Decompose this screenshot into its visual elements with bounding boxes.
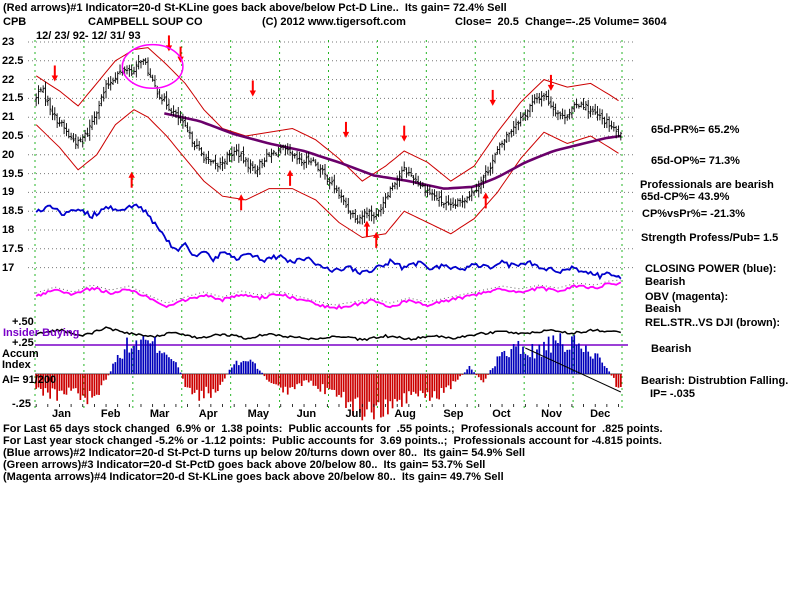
price-axis-label: 23 xyxy=(2,36,15,48)
quote-summary: Close= 20.5 Change=-.25 Volume= 3604 xyxy=(455,16,667,28)
insider-buying-label: Insider Buying xyxy=(3,327,80,339)
stat-strength: Strength Profess/Pub= 1.5 xyxy=(641,232,779,244)
month-axis-label: Jan xyxy=(52,408,71,420)
indicator-3-summary: (Green arrows)#3 Indicator=20-d St-PctD … xyxy=(3,459,486,471)
obv-state: Beaish xyxy=(645,303,682,315)
month-axis-label: May xyxy=(247,408,270,420)
closing-power-state: Bearish xyxy=(645,276,686,288)
date-range: 12/ 23/ 92- 12/ 31/ 93 xyxy=(36,30,141,42)
month-axis-label: Aug xyxy=(394,408,416,420)
indicator-2-summary: (Blue arrows)#2 Indicator=20-d St-Pct-D … xyxy=(3,447,526,459)
stat-65d-op: 65d-OP%= 71.3% xyxy=(651,155,740,167)
ai-value-label: AI= 91/200 xyxy=(2,374,57,386)
price-axis-label: 19 xyxy=(2,186,15,199)
stat-65d-pr: 65d-PR%= 65.2% xyxy=(651,124,740,136)
month-axis-label: Jun xyxy=(296,408,317,420)
price-axis-label: 18.5 xyxy=(2,205,24,218)
price-axis-label: 18 xyxy=(2,224,15,236)
distribution-note: Bearish: Distrubtion Falling. xyxy=(641,375,789,387)
price-axis-label: 19.5 xyxy=(2,167,24,180)
ticker-symbol: CPB xyxy=(3,16,27,28)
accum-scale-mid-label: +.25 xyxy=(12,337,34,349)
company-name: CAMPBELL SOUP CO xyxy=(88,16,203,28)
ip-value: IP= -.035 xyxy=(650,388,695,400)
month-axis-label: Sep xyxy=(443,408,464,420)
month-axis-label: Feb xyxy=(100,408,121,420)
month-axis-label: Dec xyxy=(590,408,611,420)
accum-label-2: Index xyxy=(2,359,31,371)
month-axis-label: Oct xyxy=(492,408,511,420)
accum-scale-top-label: +.50 xyxy=(12,316,34,328)
obv-title: OBV (magenta): xyxy=(645,291,729,303)
month-axis-label: Apr xyxy=(198,408,218,420)
rel-str-state: Bearish xyxy=(651,343,692,355)
accum-label-1: Accum xyxy=(2,348,39,360)
price-axis-label: 21 xyxy=(2,111,15,124)
price-axis-label: 17.5 xyxy=(2,242,24,255)
price-axis-label: 21.5 xyxy=(2,92,24,105)
price-axis-label: 22 xyxy=(2,73,15,86)
month-axis-label: Mar xyxy=(149,408,170,420)
closing-power-title: CLOSING POWER (blue): xyxy=(645,263,777,275)
professionals-note: Professionals are bearish xyxy=(640,179,774,191)
copyright-notice: (C) 2012 www.tigersoft.com xyxy=(262,16,406,28)
month-axis-label: Nov xyxy=(541,408,562,420)
accum-scale-bottom-label: -.25 xyxy=(12,398,31,410)
price-axis-label: 17 xyxy=(2,261,15,274)
price-axis-label: 20.5 xyxy=(2,130,24,142)
price-axis-label: 20 xyxy=(2,148,15,161)
price-axis-label: 22.5 xyxy=(2,54,24,67)
rel-str-title: REL.STR..VS DJI (brown): xyxy=(645,317,781,329)
footer-line-year: For Last year stock changed -5.2% or -1.… xyxy=(3,435,662,447)
footer-line-65d: For Last 65 days stock changed 6.9% or 1… xyxy=(3,423,663,435)
stat-65d-cp: 65d-CP%= 43.9% xyxy=(641,191,730,203)
indicator-1-summary: (Red arrows)#1 Indicator=20-d St-KLine g… xyxy=(3,2,507,14)
stat-cp-vs-pr: CP%vsPr%= -21.3% xyxy=(642,208,746,220)
month-axis-label: Jul xyxy=(345,408,362,420)
indicator-4-summary: (Magenta arrows)#4 Indicator=20-d St-KLi… xyxy=(3,471,504,483)
